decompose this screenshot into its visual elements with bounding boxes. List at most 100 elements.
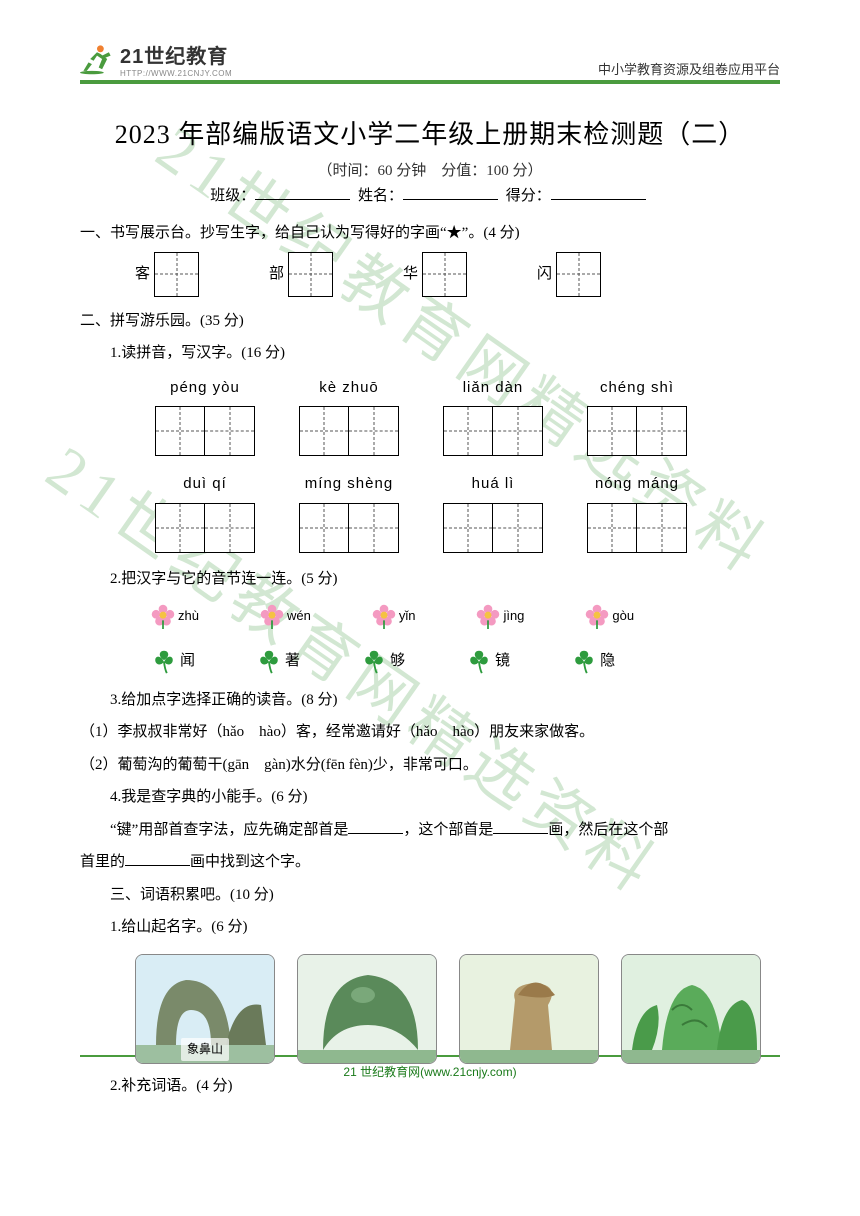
match-hanzi-row: 闻 著 够 镜 隐	[80, 647, 780, 676]
clover-icon	[255, 647, 283, 675]
fill-blank[interactable]	[493, 820, 548, 834]
mountain-card	[621, 954, 761, 1064]
writing-box[interactable]	[443, 406, 493, 456]
q1-char: 部	[269, 260, 284, 289]
q1-boxes: 客 部 华 闪	[80, 252, 780, 297]
page-header: 21世纪教育 HTTP://WWW.21CNJY.COM 中小学教育资源及组卷应…	[80, 40, 780, 84]
writing-box[interactable]	[155, 503, 205, 553]
pinyin-row-2: duì qí míng shèng huá lì nóng máng	[80, 470, 780, 553]
q2-1-title: 1.读拼音，写汉字。(16 分)	[80, 339, 780, 368]
flower-icon	[371, 603, 397, 629]
flower-icon	[259, 603, 285, 629]
clover-icon	[360, 647, 388, 675]
match-hanzi: 闻	[180, 647, 195, 676]
q2-4-e: 画中找到这个字。	[190, 854, 310, 870]
writing-box[interactable]	[349, 406, 399, 456]
logo-text-cn: 21世纪教育	[120, 40, 232, 69]
writing-box[interactable]	[637, 406, 687, 456]
q2-4-b: ，这个部首是	[403, 822, 493, 838]
pinyin: chéng shì	[600, 374, 674, 403]
mountain-illustration	[298, 955, 437, 1064]
logo-text-en: HTTP://WWW.21CNJY.COM	[120, 69, 232, 78]
pinyin: péng yòu	[170, 374, 240, 403]
name-blank[interactable]	[403, 184, 498, 200]
writing-box[interactable]	[637, 503, 687, 553]
fill-blank[interactable]	[348, 820, 403, 834]
info-line: 班级： 姓名： 得分：	[80, 184, 780, 205]
doc-subtitle: （时间：60 分钟 分值：100 分）	[80, 159, 780, 180]
writing-box[interactable]	[493, 503, 543, 553]
writing-box[interactable]	[205, 406, 255, 456]
pinyin: duì qí	[183, 470, 227, 499]
match-pinyin: yǐn	[399, 604, 416, 629]
logo: 21世纪教育 HTTP://WWW.21CNJY.COM	[80, 40, 232, 78]
clover-icon	[150, 647, 178, 675]
mountain-label: 象鼻山	[181, 1038, 229, 1061]
writing-box[interactable]	[154, 252, 199, 297]
flower-icon	[584, 603, 610, 629]
pinyin: míng shèng	[305, 470, 393, 499]
name-label: 姓名：	[358, 188, 403, 204]
writing-box[interactable]	[443, 503, 493, 553]
match-pinyin: wén	[287, 604, 311, 629]
mountain-illustration	[622, 955, 761, 1064]
doc-title: 2023 年部编版语文小学二年级上册期末检测题（二）	[80, 114, 780, 151]
q2-4-a: “键”用部首查字法，应先确定部首是	[110, 822, 348, 838]
q2-3-line1: （1）李叔叔非常好（hǎo hào）客，经常邀请好（hǎo hào）朋友来家做客…	[80, 718, 780, 747]
writing-box[interactable]	[299, 503, 349, 553]
pinyin-row-1: péng yòu kè zhuō liǎn dàn chéng shì	[80, 374, 780, 457]
pinyin: kè zhuō	[319, 374, 379, 403]
runner-icon	[80, 42, 114, 76]
match-hanzi: 镜	[495, 647, 510, 676]
pinyin: nóng máng	[595, 470, 679, 499]
writing-box[interactable]	[288, 252, 333, 297]
q1-char: 华	[403, 260, 418, 289]
header-right-text: 中小学教育资源及组卷应用平台	[598, 59, 780, 78]
q1-title: 一、书写展示台。抄写生字，给自己认为写得好的字画“★”。(4 分)	[80, 219, 780, 248]
flower-icon	[150, 603, 176, 629]
class-label: 班级：	[210, 188, 255, 204]
writing-box[interactable]	[299, 406, 349, 456]
class-blank[interactable]	[255, 184, 350, 200]
match-pinyin: gòu	[612, 604, 634, 629]
q2-4-title: 4.我是查字典的小能手。(6 分)	[80, 783, 780, 812]
match-hanzi: 够	[390, 647, 405, 676]
writing-box[interactable]	[155, 406, 205, 456]
writing-box[interactable]	[556, 252, 601, 297]
clover-icon	[570, 647, 598, 675]
mountain-card: 象鼻山	[135, 954, 275, 1064]
q2-4-c: 画，然后在这个部	[548, 822, 668, 838]
q1-char: 闪	[537, 260, 552, 289]
q1-char: 客	[135, 260, 150, 289]
q2-title: 二、拼写游乐园。(35 分)	[80, 307, 780, 336]
match-pinyin: zhù	[178, 604, 199, 629]
q2-4-text2: 首里的 画中找到这个字。	[80, 848, 780, 877]
q2-4-d: 首里的	[80, 854, 125, 870]
q2-3-title: 3.给加点字选择正确的读音。(8 分)	[80, 686, 780, 715]
score-blank[interactable]	[551, 184, 646, 200]
q2-4-text: “键”用部首查字法，应先确定部首是 ，这个部首是 画，然后在这个部	[80, 816, 780, 845]
score-label: 得分：	[506, 188, 551, 204]
fill-blank[interactable]	[125, 852, 190, 866]
match-pinyin: jìng	[503, 604, 524, 629]
writing-box[interactable]	[349, 503, 399, 553]
match-hanzi: 著	[285, 647, 300, 676]
writing-box[interactable]	[587, 406, 637, 456]
clover-icon	[465, 647, 493, 675]
q3-title: 三、词语积累吧。(10 分)	[80, 881, 780, 910]
mountain-illustration	[460, 955, 599, 1064]
mountain-pics: 象鼻山	[80, 954, 780, 1064]
mountain-card	[297, 954, 437, 1064]
writing-box[interactable]	[493, 406, 543, 456]
q2-2-title: 2.把汉字与它的音节连一连。(5 分)	[80, 565, 780, 594]
match-pinyin-row: zhù wén yǐn jìng gòu	[80, 603, 780, 629]
pinyin: liǎn dàn	[463, 374, 524, 403]
writing-box[interactable]	[587, 503, 637, 553]
q3-1-title: 1.给山起名字。(6 分)	[80, 913, 780, 942]
pinyin: huá lì	[472, 470, 515, 499]
q2-3-line2: （2）葡萄沟的葡萄干(gān gàn)水分(fēn fèn)少，非常可口。	[80, 751, 780, 780]
writing-box[interactable]	[422, 252, 467, 297]
flower-icon	[475, 603, 501, 629]
match-hanzi: 隐	[600, 647, 615, 676]
writing-box[interactable]	[205, 503, 255, 553]
